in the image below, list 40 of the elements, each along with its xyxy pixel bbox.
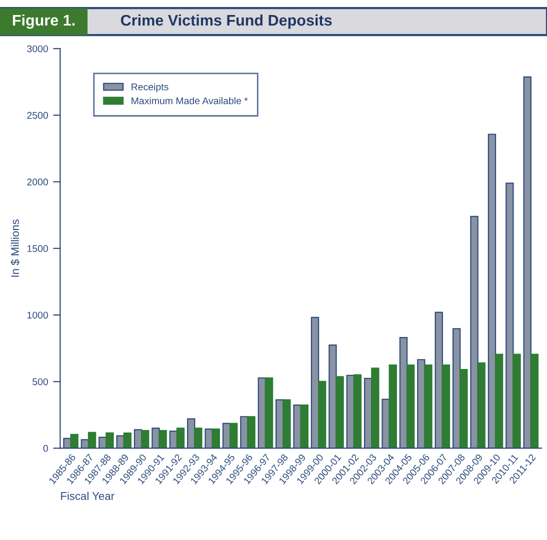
legend-label: Receipts <box>132 83 168 92</box>
y-tick-label: 2000 <box>27 178 48 186</box>
bar <box>106 432 114 448</box>
bar <box>141 430 150 448</box>
bar <box>212 428 220 448</box>
x-axis-title: Fiscal Year <box>61 492 114 500</box>
bar <box>176 428 185 448</box>
bar <box>247 416 256 448</box>
bar <box>512 354 521 448</box>
y-tick-label: 1000 <box>27 312 48 319</box>
bar <box>442 364 450 448</box>
bar <box>230 422 238 448</box>
chart-title: Figure 1. <box>12 14 75 29</box>
y-tick-label: 0 <box>43 444 48 452</box>
bar <box>123 432 132 448</box>
bar <box>353 374 362 448</box>
y-axis-title: In $ Millions <box>10 219 20 277</box>
bar <box>406 364 415 448</box>
bar <box>70 434 78 448</box>
bar <box>88 432 96 448</box>
bar <box>494 354 504 448</box>
y-tick-label: 3000 <box>27 45 48 52</box>
y-tick-label: 500 <box>32 378 48 386</box>
legend-label: Maximum Made Available * <box>132 97 248 104</box>
y-tick-label: 2500 <box>27 112 48 119</box>
bar <box>371 368 380 448</box>
bar <box>424 364 432 448</box>
bar <box>477 362 486 448</box>
bar <box>300 404 308 448</box>
bar <box>318 380 326 448</box>
y-tick-label: 1500 <box>27 245 48 252</box>
bar <box>388 364 397 448</box>
bar <box>460 369 468 448</box>
chart-subtitle: Crime Victims Fund Deposits <box>120 14 332 29</box>
bar <box>336 376 344 448</box>
bar <box>194 428 202 448</box>
bar <box>264 377 274 448</box>
bar <box>530 354 539 448</box>
bar <box>158 430 167 448</box>
bar <box>282 399 291 448</box>
